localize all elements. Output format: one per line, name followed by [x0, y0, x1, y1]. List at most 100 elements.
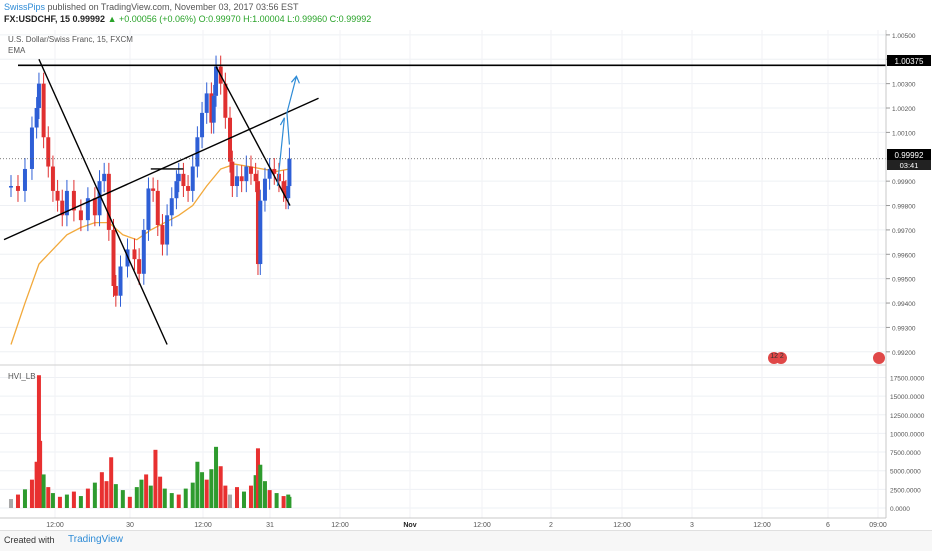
drawings-layer: [0, 58, 886, 345]
created-with-label: Created with: [4, 535, 55, 545]
event-label: 12 2: [770, 353, 784, 360]
volume-bar: [241, 491, 246, 508]
volume-bar: [274, 493, 279, 508]
ema-legend: EMA: [8, 46, 26, 55]
time-tick-label: 12:00: [473, 522, 491, 529]
candle-body: [195, 137, 200, 167]
volume-bar: [8, 499, 13, 508]
volume-bar: [71, 491, 76, 508]
symbol-label: FX:USDCHF, 15: [4, 14, 71, 24]
time-tick-label: 31: [266, 522, 274, 529]
volume-bar: [148, 485, 153, 508]
volume-bar: [144, 474, 149, 508]
ema-line: [10, 163, 290, 345]
volume-bar: [134, 487, 139, 508]
projection-path: [286, 76, 297, 145]
candle-body: [258, 200, 263, 265]
chart-title: U.S. Dollar/Swiss Franc, 15, FXCM: [8, 35, 133, 44]
volume-bar: [104, 481, 109, 508]
volume-tick-label: 17500.0000: [890, 375, 925, 382]
volume-tick-label: 7500.0000: [890, 450, 921, 457]
price-label: 0.99992: [72, 14, 106, 24]
candle-body: [141, 229, 146, 274]
price-tick-label: 0.99500: [892, 277, 916, 284]
quote-line: FX:USDCHF, 15 0.99992 ▲ +0.00056 (+0.06%…: [4, 14, 371, 24]
candle-body: [146, 188, 151, 230]
price-tick-label: 1.00300: [892, 82, 916, 89]
candle-body: [36, 83, 41, 109]
volume-bar: [127, 496, 132, 508]
candle-body: [155, 190, 160, 226]
volume-axis[interactable]: 17500.0000 15000.0000 12500.0000 10000.0000…: [890, 375, 925, 513]
event-badge-right[interactable]: [873, 352, 885, 364]
candle-body: [118, 266, 123, 296]
time-tick-label: 09:00: [869, 522, 887, 529]
candle-body: [64, 190, 69, 216]
price-tick-label: 1.00200: [892, 106, 916, 113]
candle-body: [209, 93, 214, 123]
price-tick-label: 0.99200: [892, 350, 916, 357]
chart-canvas[interactable]: U.S. Dollar/Swiss Franc, 15, FXCM EMA HV…: [0, 30, 932, 530]
volume-bar: [92, 482, 97, 508]
volume-bar: [22, 489, 27, 508]
candle-body: [267, 168, 272, 179]
time-tick-label: 2: [549, 522, 553, 529]
price-tick-label: 0.99600: [892, 252, 916, 259]
volume-bar: [267, 490, 272, 508]
candle-body: [214, 66, 219, 96]
resistance-badge: 1.00375: [887, 55, 931, 66]
time-tick-label: 6: [826, 522, 830, 529]
time-tick-label: 12:00: [46, 522, 64, 529]
author-link[interactable]: SwissPips: [4, 2, 46, 12]
publish-info: published on TradingView.com, November 0…: [47, 2, 299, 12]
descending-trendline: [38, 58, 168, 345]
volume-bar: [287, 496, 292, 508]
candle-body: [283, 190, 288, 199]
candle-body: [151, 188, 156, 191]
volume-bar: [85, 488, 90, 508]
candle-body: [97, 181, 102, 216]
price-tick-label: 1.00100: [892, 130, 916, 137]
price-tick-label: 0.99700: [892, 228, 916, 235]
volume-bar: [15, 494, 20, 508]
tradingview-logo[interactable]: TradingView: [68, 534, 124, 545]
candle-body: [276, 173, 281, 182]
event-badge[interactable]: 12 2: [768, 352, 787, 364]
candle-body: [50, 166, 55, 191]
time-axis[interactable]: 12:00 30 12:00 31 12:00 Nov 12:00 2 12:00 3 12:00 6…: [46, 522, 887, 529]
candle-body: [235, 176, 239, 187]
price-axis[interactable]: 1.005001.004001.003001.002001.001000.999…: [886, 33, 916, 357]
volume-bar: [228, 494, 233, 508]
candle-body: [165, 215, 170, 245]
price-tick-label: 0.99900: [892, 179, 916, 186]
candle-body: [92, 198, 97, 216]
change-label: ▲ +0.00056 (+0.06%): [107, 14, 197, 24]
candle-body: [223, 83, 228, 118]
candle-body: [46, 137, 51, 167]
candle-body: [60, 200, 65, 216]
time-tick-label: 12:00: [613, 522, 631, 529]
volume-bar: [218, 466, 223, 508]
volume-bar: [158, 476, 163, 508]
volume-bar: [50, 493, 55, 508]
candle-body: [272, 168, 277, 174]
candle-body: [29, 127, 34, 169]
volume-bar: [29, 479, 34, 508]
time-tick-label: 30: [126, 522, 134, 529]
price-tick-label: 0.99300: [892, 325, 916, 332]
volume-bar: [253, 475, 258, 508]
volume-bar: [281, 496, 286, 508]
volume-bar: [200, 472, 205, 508]
last-price-badge: 0.99992 03:41: [887, 149, 931, 170]
volume-bar: [120, 490, 125, 508]
candle-body: [15, 186, 20, 191]
price-tick-label: 0.99800: [892, 204, 916, 211]
volume-bar: [139, 479, 144, 508]
volume-bar: [235, 487, 239, 508]
candle-body: [160, 225, 165, 245]
volume-bar: [34, 461, 39, 508]
volume-layer: [8, 375, 292, 508]
price-tick-label: 0.99400: [892, 301, 916, 308]
candle-body: [287, 158, 292, 187]
candle-body: [22, 168, 27, 191]
